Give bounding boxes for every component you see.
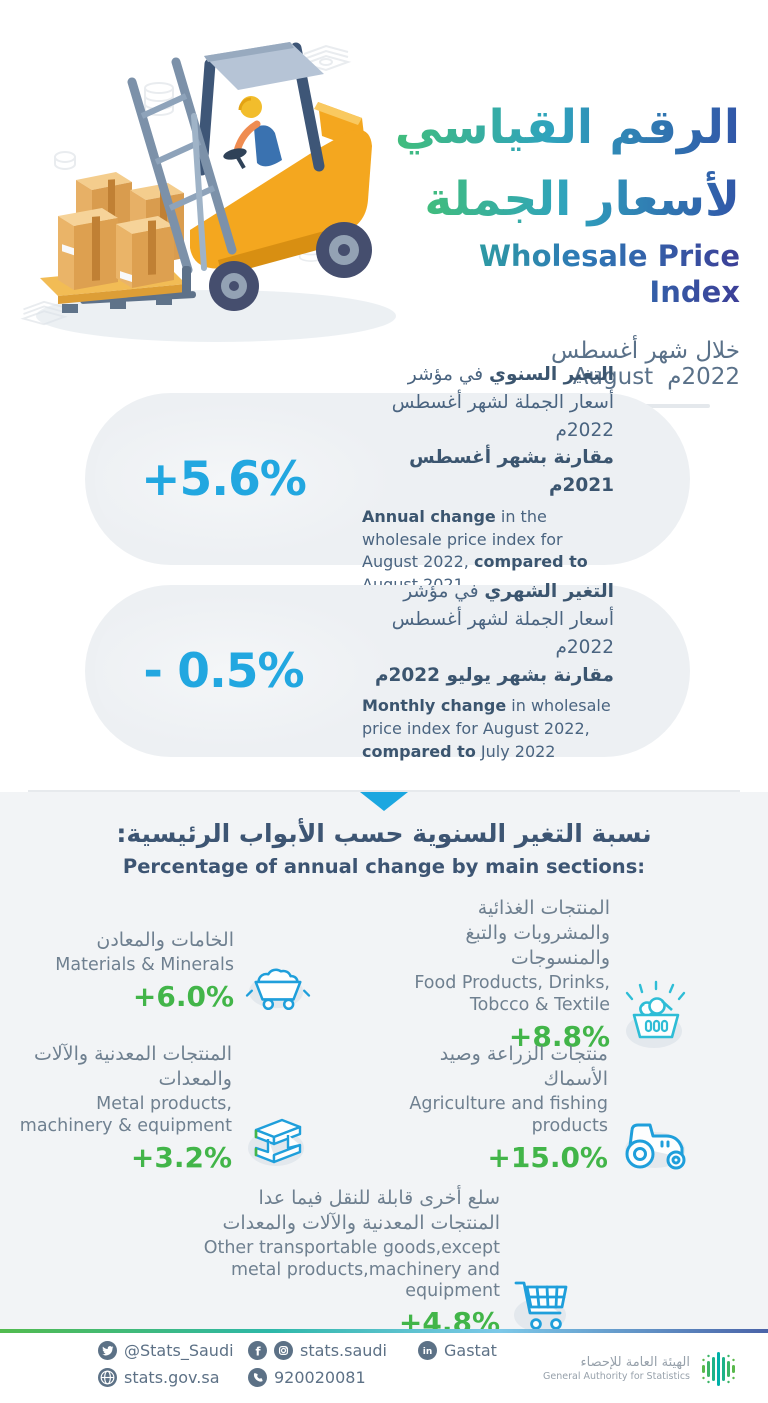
facebook-icon: f xyxy=(248,1341,267,1360)
section-item-agriculture: منتجات الزراعة وصيد الأسماك Agriculture … xyxy=(400,1042,692,1174)
globe-icon xyxy=(98,1368,117,1387)
linkedin-icon: in xyxy=(418,1341,437,1360)
item-value: +15.0% xyxy=(487,1140,608,1174)
monthly-change-description: التغير الشهري في مؤشر أسعار الجملة لشهر … xyxy=(362,578,614,763)
item-label-arabic: المنتجات المعدنية والآلات والمعدات xyxy=(34,1043,232,1091)
instagram-icon xyxy=(274,1341,293,1360)
svg-text:f: f xyxy=(255,1344,261,1358)
annual-change-arabic: التغير السنوي في مؤشر أسعار الجملة لشهر … xyxy=(391,364,614,497)
steel-beam-icon xyxy=(248,1118,304,1166)
item-label-english: Other transportable goods,except metal p… xyxy=(203,1238,500,1301)
section-item-other-goods: سلع أخرى قابلة للنقل فيما عدا المنتجات ا… xyxy=(194,1186,574,1339)
period-english: August xyxy=(572,364,654,390)
footer: @Stats_Saudi stats.gov.sa f xyxy=(0,1329,768,1403)
section-divider-line xyxy=(28,790,740,792)
tractor-icon xyxy=(625,1123,686,1170)
phone-icon xyxy=(248,1368,267,1387)
page-title-arabic-line1: الرقم القياسي xyxy=(390,92,740,164)
stat-card-monthly-change: - 0.5% التغير الشهري في مؤشر أسعار الجمل… xyxy=(85,581,690,761)
footer-gradient-line xyxy=(0,1329,768,1333)
item-label-arabic: منتجات الزراعة وصيد الأسماك xyxy=(439,1043,608,1091)
faded-coin-icon xyxy=(54,151,76,170)
forklift-illustration xyxy=(36,42,396,342)
svg-text:in: in xyxy=(423,1347,432,1357)
item-label-english: Food Products, Drinks, Tobcco & Textile xyxy=(414,973,610,1015)
stat-card-annual-change: +5.6% التغير السنوي في مؤشر أسعار الجملة… xyxy=(85,364,690,594)
item-label-english: Metal products, machinery & equipment xyxy=(19,1094,232,1136)
annual-change-value: +5.6% xyxy=(141,451,307,507)
authority-name-arabic: الهيئة العامة للإحصاء xyxy=(580,1354,690,1370)
sections-heading-arabic: نسبة التغير السنوية حسب الأبواب الرئيسية… xyxy=(116,819,652,848)
social-handle[interactable]: f stats.saudi xyxy=(248,1341,387,1360)
item-label-arabic: الخامات والمعادن xyxy=(96,929,234,951)
twitter-icon xyxy=(98,1341,117,1360)
sections-heading-english: Percentage of annual change by main sect… xyxy=(122,854,646,878)
sections-heading: نسبة التغير السنوية حسب الأبواب الرئيسية… xyxy=(0,818,768,878)
phone-number[interactable]: 920020081 xyxy=(248,1368,366,1387)
period-underline xyxy=(624,404,710,408)
gastat-logo: الهيئة العامة للإحصاء General Authority … xyxy=(543,1347,742,1391)
faded-banknotes-icon xyxy=(300,44,352,72)
item-label-english: Agriculture and fishing products xyxy=(409,1094,608,1136)
food-basket-icon xyxy=(625,980,686,1048)
monthly-change-value: - 0.5% xyxy=(143,643,304,699)
period-arabic: خلال شهر أغسطس 2022م xyxy=(551,338,740,390)
down-triangle-icon xyxy=(360,792,408,811)
monthly-change-english: Monthly change in wholesale price index … xyxy=(362,696,611,761)
monthly-change-arabic: التغير الشهري في مؤشر أسعار الجملة لشهر … xyxy=(374,581,614,686)
item-value: +3.2% xyxy=(130,1140,232,1174)
shopping-cart-icon xyxy=(514,1281,568,1333)
section-item-metal: المنتجات المعدنية والآلات والمعدات Metal… xyxy=(12,1042,312,1174)
annual-change-description: التغير السنوي في مؤشر أسعار الجملة لشهر … xyxy=(362,361,614,597)
website-link[interactable]: stats.gov.sa xyxy=(98,1368,220,1387)
page-title-arabic-line2: لأسعار الجملة xyxy=(390,164,740,236)
item-value: +8.8% xyxy=(508,1019,610,1053)
linkedin-handle[interactable]: in Gastat xyxy=(418,1341,497,1360)
section-item-materials: الخامات والمعادن Materials & Minerals +6… xyxy=(50,928,312,1013)
gastat-logo-mark xyxy=(702,1352,735,1386)
sections-panel: نسبة التغير السنوية حسب الأبواب الرئيسية… xyxy=(0,790,768,1339)
page-title-english: Wholesale Price Index xyxy=(390,238,740,310)
annual-change-english: Annual change in the wholesale price ind… xyxy=(362,506,588,594)
item-label-english: Materials & Minerals xyxy=(55,955,234,976)
item-label-arabic: المنتجات الغذائية والمشروبات والتبغ والم… xyxy=(465,897,610,970)
mine-cart-icon xyxy=(245,968,311,1011)
item-value: +6.0% xyxy=(132,980,234,1014)
section-item-food: المنتجات الغذائية والمشروبات والتبغ والم… xyxy=(392,896,692,1053)
twitter-handle[interactable]: @Stats_Saudi xyxy=(98,1341,234,1360)
report-period: خلال شهر أغسطس 2022مAugust xyxy=(390,338,740,390)
authority-name-english: General Authority for Statistics xyxy=(543,1370,690,1382)
item-label-arabic: سلع أخرى قابلة للنقل فيما عدا المنتجات ا… xyxy=(222,1187,500,1235)
title-block: الرقم القياسي لأسعار الجملة Wholesale Pr… xyxy=(390,92,740,408)
